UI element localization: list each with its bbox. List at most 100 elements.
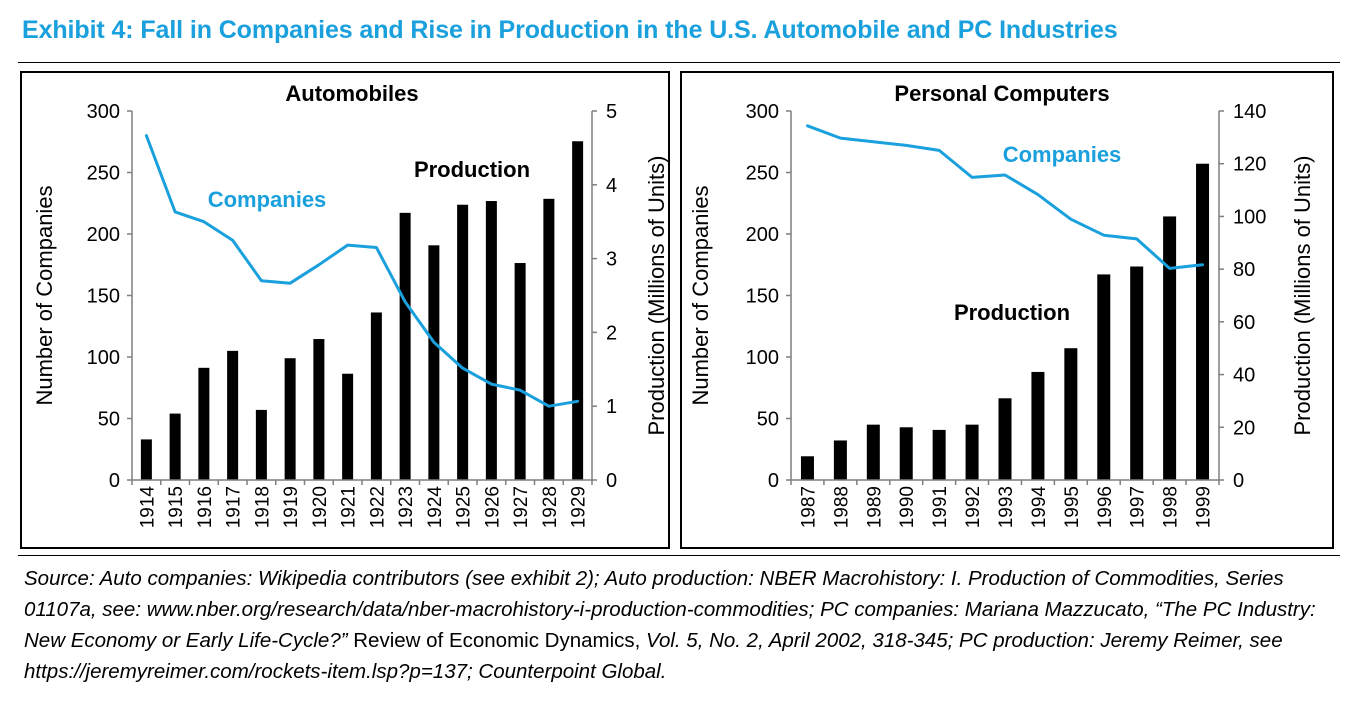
x-tick-label-1990: 1990 — [897, 486, 918, 528]
right-tick-label: 120 — [1233, 154, 1266, 176]
production-bar-1994 — [1031, 371, 1045, 480]
left-tick-label: 150 — [746, 286, 779, 308]
x-tick-label-1988: 1988 — [831, 486, 852, 528]
automobiles-chart: Automobiles 0 50 100 150 200 250 300 0 1 2 3 4 5 1914 1… — [32, 81, 668, 529]
production-bar-1989 — [866, 424, 880, 480]
x-tick-label-1919: 1919 — [281, 486, 302, 528]
x-tick-label-1929: 1929 — [569, 486, 590, 528]
left-tick-label: 300 — [87, 101, 120, 123]
companies-line — [806, 124, 1204, 270]
x-tick-label-1993: 1993 — [996, 486, 1017, 528]
production-bar-1925 — [457, 204, 469, 480]
x-tick-label-1916: 1916 — [195, 486, 216, 528]
companies-line — [144, 134, 580, 408]
personal-computers-chart: Personal Computers 0 50 100 150 200 250 300 0 20 4… — [688, 81, 1315, 529]
left-tick-label: 200 — [87, 224, 120, 246]
x-tick-label-1927: 1927 — [511, 486, 532, 528]
left-tick-label: 250 — [87, 163, 120, 185]
x-tick-label-1926: 1926 — [482, 486, 503, 528]
companies-series-label: Companies — [208, 187, 327, 212]
production-bar-1991 — [932, 429, 946, 480]
production-bar-1928 — [543, 198, 555, 480]
x-tick-label-1997: 1997 — [1128, 486, 1149, 528]
x-tick-label-1994: 1994 — [1029, 486, 1050, 529]
x-tick-label-1991: 1991 — [930, 486, 951, 528]
production-bar-1926 — [485, 201, 497, 480]
left-tick-label: 50 — [98, 409, 120, 431]
left-axis-title: Number of Companies — [688, 185, 713, 405]
left-tick-label: 300 — [746, 101, 779, 123]
automobiles-chart-panel: Automobiles 0 50 100 150 200 250 300 0 1 2 3 4 5 1914 1… — [20, 71, 670, 549]
x-tick-label-1914: 1914 — [137, 486, 158, 529]
right-tick-label: 0 — [1233, 470, 1244, 492]
left-axis-title: Number of Companies — [32, 185, 57, 405]
left-tick-label: 100 — [87, 347, 120, 369]
left-tick-label: 100 — [746, 347, 779, 369]
pc-chart-panel: Personal Computers 0 50 100 150 200 250 300 0 20 4… — [680, 71, 1334, 549]
x-tick-label-1987: 1987 — [798, 486, 819, 528]
production-bar-1999 — [1196, 163, 1210, 480]
exhibit-title: Exhibit 4: Fall in Companies and Rise in… — [22, 16, 1118, 44]
x-tick-label-1989: 1989 — [864, 486, 885, 528]
x-tick-label-1922: 1922 — [367, 486, 388, 528]
production-bar-1987 — [800, 456, 814, 480]
companies-series-label: Companies — [1003, 142, 1122, 167]
production-bar-1929 — [572, 141, 584, 480]
source-note-part1: Source: Auto companies: Wikipedia contri… — [24, 567, 1316, 652]
production-bar-1998 — [1163, 216, 1177, 480]
left-tick-label: 200 — [746, 224, 779, 246]
x-tick-label-1915: 1915 — [166, 486, 187, 528]
production-bar-1993 — [998, 398, 1012, 480]
production-bar-1992 — [965, 424, 979, 480]
right-tick-label: 1 — [606, 396, 617, 418]
x-tick-label-1923: 1923 — [396, 486, 417, 528]
x-tick-label-1928: 1928 — [540, 486, 561, 528]
chart-title: Automobiles — [285, 81, 418, 106]
right-tick-label: 100 — [1233, 206, 1266, 228]
right-tick-label: 20 — [1233, 417, 1255, 439]
left-tick-label: 0 — [768, 470, 779, 492]
source-note: Source: Auto companies: Wikipedia contri… — [24, 563, 1344, 687]
production-series-label: Production — [414, 157, 530, 182]
right-tick-label: 60 — [1233, 312, 1255, 334]
production-bar-1918 — [255, 409, 267, 480]
right-tick-label: 3 — [606, 249, 617, 271]
left-tick-label: 250 — [746, 163, 779, 185]
left-tick-label: 50 — [757, 409, 779, 431]
production-series-label: Production — [954, 300, 1070, 325]
left-tick-label: 0 — [109, 470, 120, 492]
production-bar-1915 — [169, 413, 181, 480]
production-bar-1920 — [313, 339, 325, 480]
chart-title: Personal Computers — [894, 81, 1109, 106]
bottom-rule — [18, 555, 1340, 556]
x-tick-label-1995: 1995 — [1062, 486, 1083, 528]
source-note-part3: Vol. 5, No. 2, April 2002, 318-345; PC p… — [24, 629, 1283, 683]
production-bar-1917 — [227, 350, 239, 480]
x-tick-label-1917: 1917 — [224, 486, 245, 528]
x-tick-label-1996: 1996 — [1095, 486, 1116, 528]
x-tick-label-1924: 1924 — [425, 486, 446, 529]
production-bar-1990 — [899, 427, 913, 480]
x-tick-label-1999: 1999 — [1194, 486, 1215, 528]
right-tick-label: 140 — [1233, 101, 1266, 123]
production-bar-1995 — [1064, 348, 1078, 480]
production-bar-1922 — [370, 312, 382, 480]
production-bar-1914 — [140, 439, 152, 480]
right-tick-label: 2 — [606, 322, 617, 344]
right-tick-label: 5 — [606, 101, 617, 123]
right-tick-label: 0 — [606, 470, 617, 492]
x-tick-label-1920: 1920 — [310, 486, 331, 528]
right-axis-title: Production (Millions of Units) — [1290, 156, 1315, 436]
production-bar-1997 — [1130, 266, 1144, 480]
production-bar-1919 — [284, 358, 296, 480]
right-tick-label: 4 — [606, 175, 617, 197]
x-tick-label-1921: 1921 — [339, 486, 360, 528]
production-bar-1927 — [514, 263, 526, 480]
title-rule — [18, 62, 1340, 63]
x-tick-label-1925: 1925 — [454, 486, 475, 528]
x-tick-label-1918: 1918 — [252, 486, 273, 528]
production-bar-1988 — [833, 440, 847, 480]
production-bar-1923 — [399, 212, 411, 480]
production-bar-1916 — [198, 367, 210, 480]
source-note-journal: Review of Economic Dynamics, — [347, 629, 647, 652]
